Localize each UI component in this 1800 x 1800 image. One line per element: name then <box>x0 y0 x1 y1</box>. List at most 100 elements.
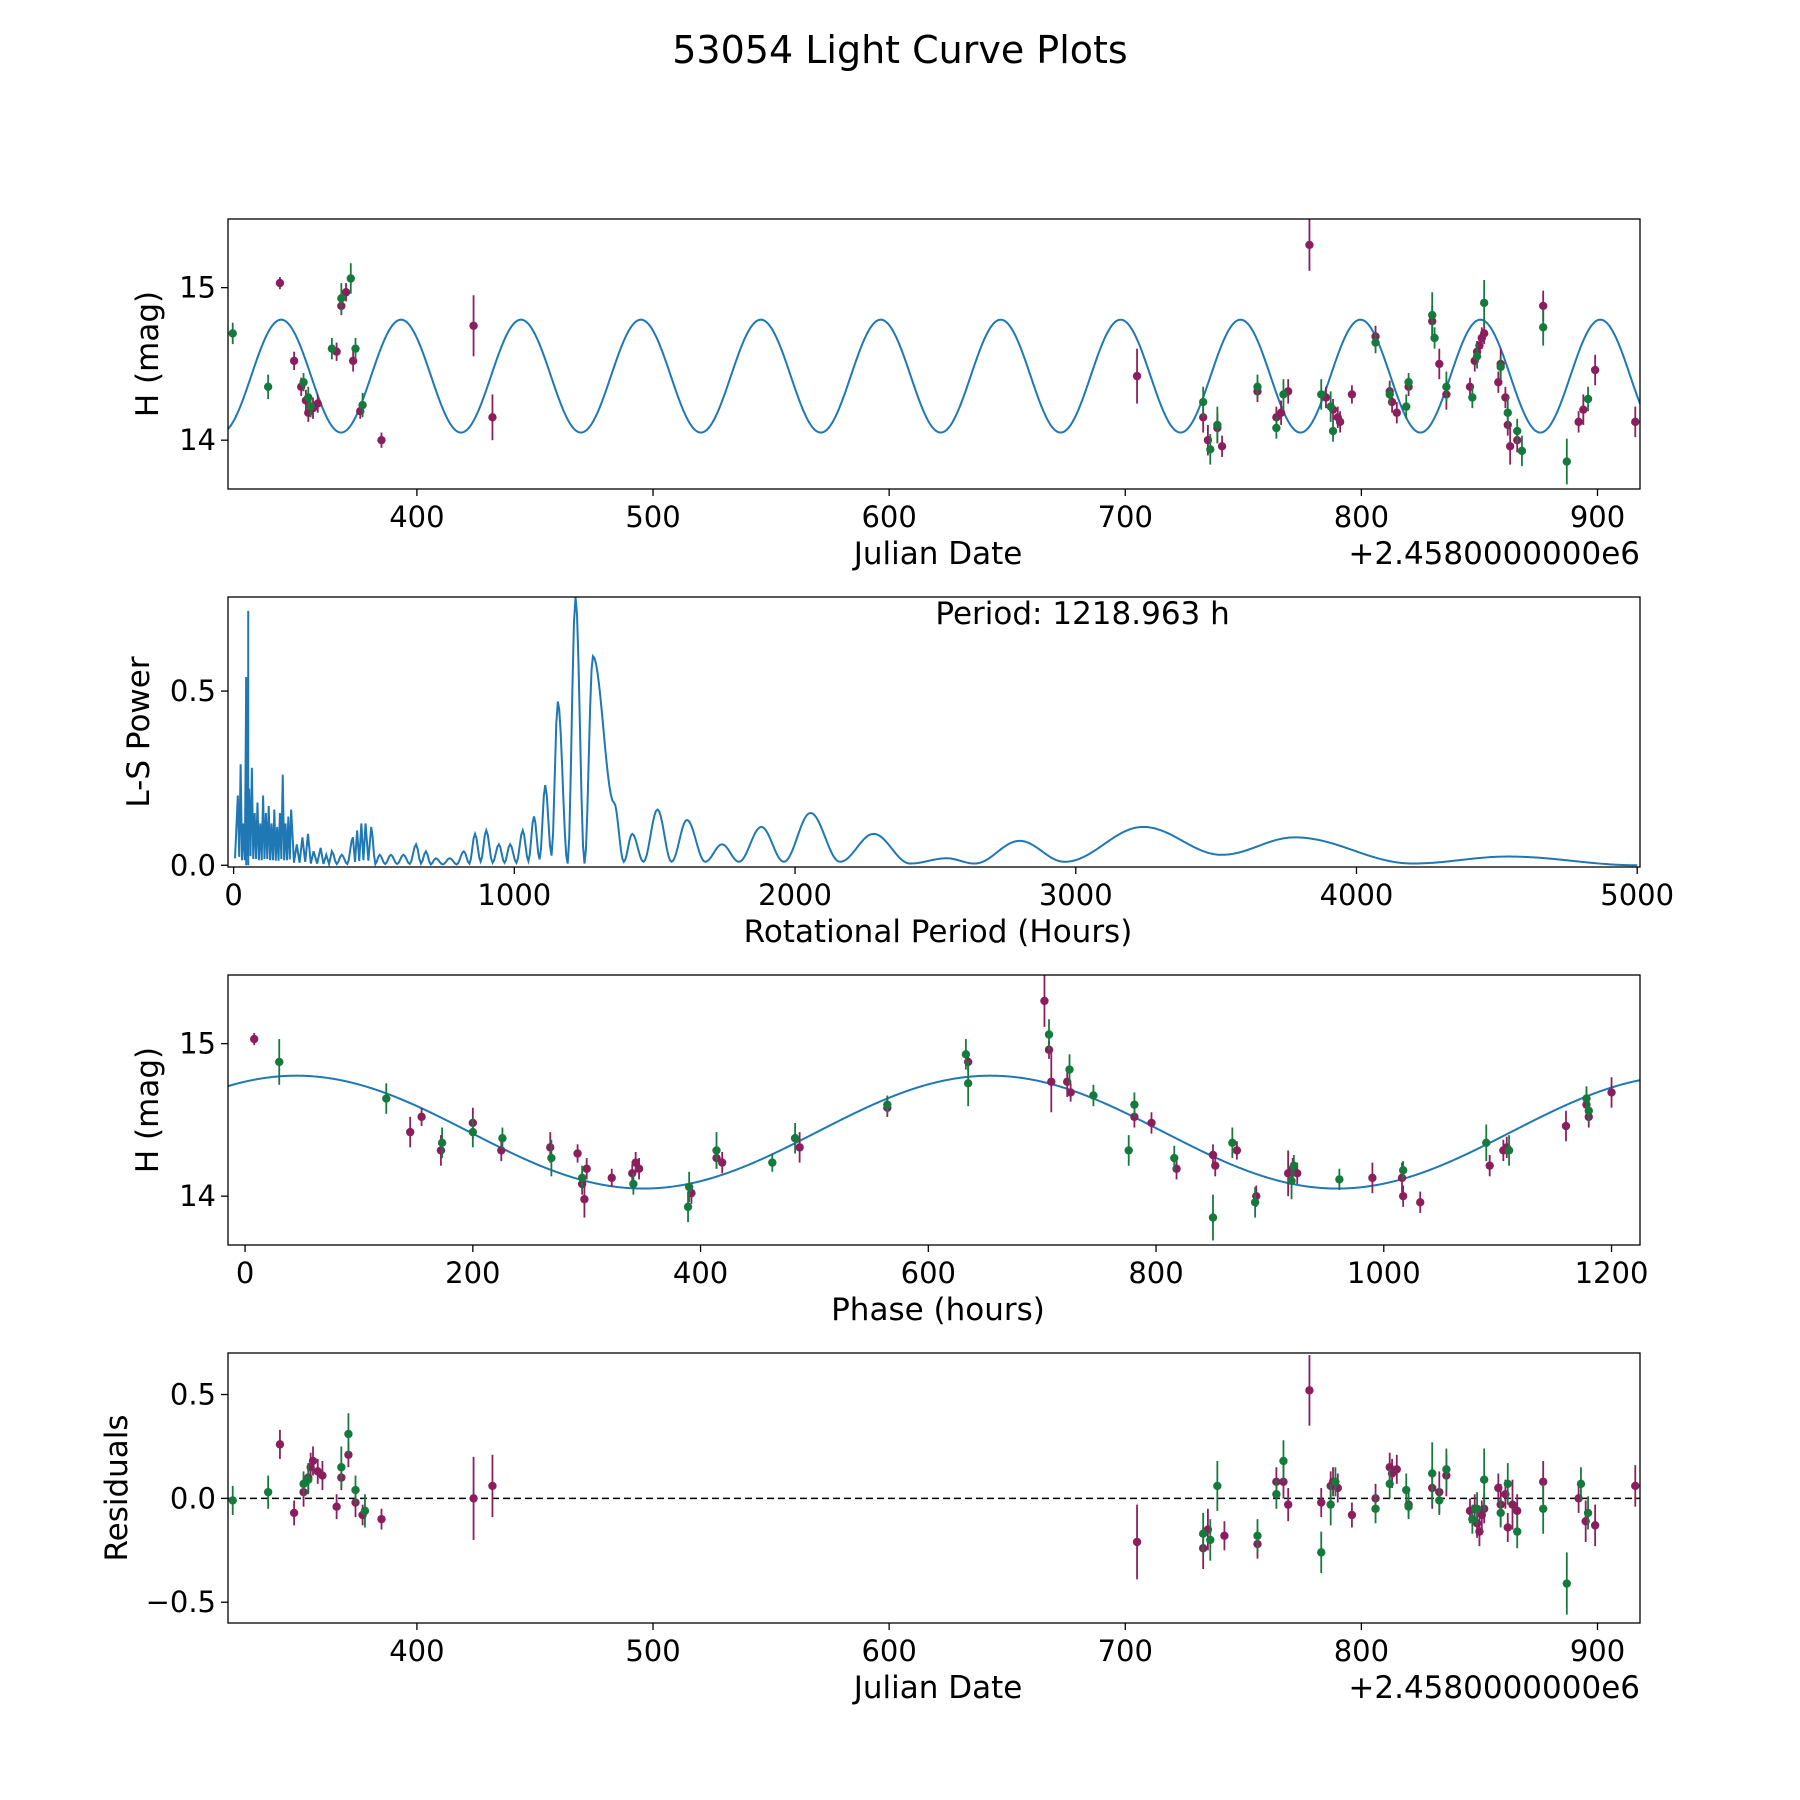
data-point <box>1317 379 1326 410</box>
data-marker <box>629 1179 638 1189</box>
data-point <box>683 1191 693 1223</box>
data-point <box>1347 385 1357 404</box>
x-tick-label: 3000 <box>1039 878 1113 912</box>
data-point <box>1494 371 1503 393</box>
data-marker <box>1347 390 1357 399</box>
x-axis-label: Phase (hours) <box>831 1292 1045 1328</box>
data-marker <box>963 1079 973 1088</box>
data-point <box>1538 309 1548 346</box>
plot-area <box>228 219 1640 485</box>
data-point <box>1276 400 1286 425</box>
data-point <box>1335 411 1345 433</box>
x-tick-label: 400 <box>673 1256 728 1290</box>
data-marker <box>883 1100 892 1109</box>
data-point <box>437 1127 447 1159</box>
data-marker <box>683 1202 693 1212</box>
data-marker <box>1279 1456 1288 1466</box>
data-marker <box>1368 1173 1377 1183</box>
data-marker <box>1472 1504 1482 1513</box>
data-point <box>263 374 273 399</box>
data-point <box>1402 1473 1411 1507</box>
data-point <box>1213 406 1222 444</box>
data-point <box>1347 1502 1357 1528</box>
y-tick-label: 15 <box>179 1027 216 1061</box>
data-point <box>1170 1145 1179 1171</box>
data-point <box>1468 386 1477 409</box>
data-point <box>337 283 346 314</box>
data-point <box>1392 1454 1401 1484</box>
axes-frame <box>227 974 1641 1246</box>
data-marker <box>1211 1161 1220 1170</box>
data-point <box>497 1139 506 1162</box>
data-marker <box>1385 1479 1394 1489</box>
data-marker <box>382 1094 391 1103</box>
data-marker <box>1371 338 1380 347</box>
y-axis-label: Residuals <box>99 1414 135 1561</box>
data-marker <box>358 400 367 410</box>
data-point <box>1583 1496 1593 1530</box>
data-marker <box>1517 446 1527 456</box>
data-marker <box>1583 1508 1593 1518</box>
data-point <box>1428 1442 1437 1505</box>
x-tick-label: 200 <box>445 1256 500 1290</box>
data-point <box>1250 1187 1260 1218</box>
data-point <box>341 283 351 302</box>
data-point <box>1130 1092 1139 1117</box>
data-point <box>488 394 497 441</box>
data-point <box>795 1132 804 1163</box>
data-point <box>327 337 337 360</box>
data-marker <box>351 1485 360 1495</box>
data-point <box>961 1039 971 1070</box>
data-marker <box>1392 1465 1401 1474</box>
data-point <box>1468 1504 1477 1534</box>
data-marker <box>1130 1112 1139 1122</box>
data-marker <box>1317 1548 1326 1557</box>
data-point <box>1631 1465 1640 1507</box>
axes-frame <box>227 596 1641 868</box>
data-marker <box>469 321 478 330</box>
x-tick-label: 900 <box>1570 500 1625 534</box>
data-point <box>1472 1492 1482 1526</box>
data-point <box>1505 427 1515 465</box>
data-point <box>1513 1515 1522 1549</box>
x-tick-label: 5000 <box>1600 878 1674 912</box>
data-marker <box>1508 1500 1517 1509</box>
data-marker <box>1468 393 1477 402</box>
data-marker <box>1416 1198 1425 1207</box>
data-marker <box>1404 1502 1413 1511</box>
data-marker <box>1579 405 1588 414</box>
data-point <box>1479 1448 1489 1511</box>
y-tick-label: 14 <box>179 423 216 457</box>
data-point <box>1211 1155 1220 1177</box>
data-point <box>1584 1100 1593 1122</box>
x-tick-label: 900 <box>1570 1634 1625 1668</box>
data-marker <box>1283 1500 1293 1509</box>
data-marker <box>1228 1138 1237 1147</box>
figure-title: 53054 Light Curve Plots <box>672 28 1128 72</box>
data-marker <box>1485 1161 1494 1170</box>
data-marker <box>1317 1498 1326 1507</box>
data-marker <box>1513 1506 1522 1516</box>
data-marker <box>337 294 346 303</box>
data-marker <box>1479 298 1489 308</box>
data-marker <box>1607 1088 1616 1097</box>
x-tick-label: 1000 <box>1347 1256 1421 1290</box>
data-point <box>360 1494 370 1528</box>
data-point <box>351 1475 360 1505</box>
data-point <box>1132 1504 1142 1580</box>
data-marker <box>351 344 360 353</box>
data-point <box>488 1454 497 1518</box>
data-point <box>580 1180 589 1218</box>
data-point <box>1305 219 1314 271</box>
data-marker <box>228 329 237 338</box>
data-point <box>1579 394 1588 425</box>
data-marker <box>573 1149 582 1158</box>
data-marker <box>1326 402 1335 411</box>
data-marker <box>1132 1537 1142 1547</box>
data-point <box>358 392 367 418</box>
y-tick-label: 14 <box>179 1179 216 1213</box>
data-marker <box>712 1146 721 1155</box>
data-marker <box>1317 390 1326 399</box>
axes-frame <box>227 218 1641 490</box>
x-tick-label: 700 <box>1098 500 1153 534</box>
